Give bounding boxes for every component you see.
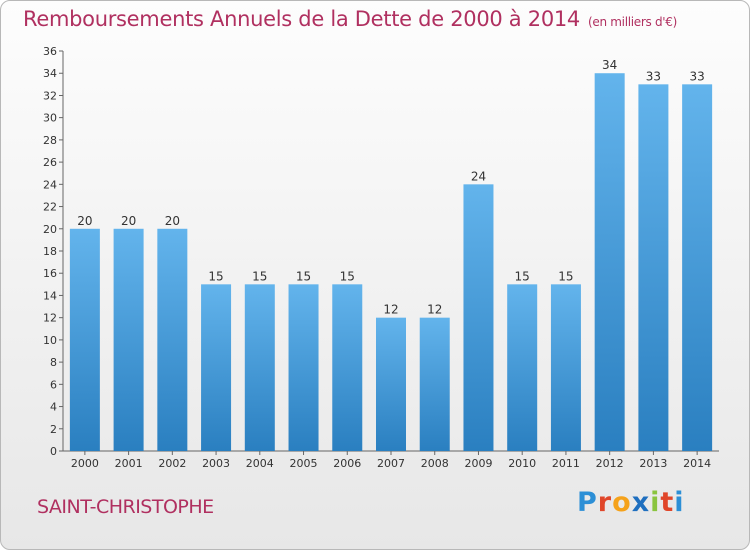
- chart-subtitle: (en milliers d'€): [588, 15, 678, 29]
- x-tick-label: 2013: [639, 457, 667, 470]
- data-label-2001: 20: [121, 214, 136, 228]
- chart-title: Remboursements Annuels de la Dette de 20…: [23, 7, 580, 31]
- x-tick-label: 2005: [290, 457, 318, 470]
- bar-2013: [638, 84, 669, 451]
- bar-2001: [113, 228, 144, 451]
- x-tick-label: 2012: [596, 457, 624, 470]
- bar-2012: [594, 73, 625, 451]
- data-label-2013: 33: [646, 69, 661, 83]
- logo-letter: i: [650, 487, 661, 518]
- bar-2014: [682, 84, 713, 451]
- logo-letter: t: [660, 487, 675, 518]
- bar-2007: [376, 317, 406, 451]
- y-tick-label: 24: [43, 178, 57, 191]
- x-tick-label: 2010: [508, 457, 536, 470]
- bar-2005: [288, 284, 319, 451]
- x-tick-label: 2014: [683, 457, 711, 470]
- x-tick-label: 2007: [377, 457, 405, 470]
- y-tick-label: 26: [43, 156, 57, 169]
- y-tick-label: 32: [43, 89, 57, 102]
- chart-title-block: Remboursements Annuels de la Dette de 20…: [23, 7, 677, 31]
- y-tick-label: 6: [50, 378, 57, 391]
- bar-2000: [69, 228, 100, 451]
- data-label-2009: 24: [471, 169, 486, 183]
- x-tick-label: 2004: [246, 457, 274, 470]
- logo-letter: o: [612, 487, 632, 518]
- data-label-2005: 15: [296, 269, 311, 283]
- x-tick-label: 2006: [333, 457, 361, 470]
- bar-2008: [419, 317, 450, 451]
- proxiti-logo: Proxiti: [577, 487, 685, 518]
- data-label-2011: 15: [558, 269, 573, 283]
- data-label-2008: 12: [427, 303, 442, 317]
- bar-2011: [550, 284, 581, 451]
- data-label-2012: 34: [602, 58, 617, 72]
- y-tick-label: 36: [43, 45, 57, 58]
- y-tick-label: 14: [43, 289, 57, 302]
- x-tick-label: 2011: [552, 457, 580, 470]
- y-tick-label: 12: [43, 312, 57, 325]
- data-label-2000: 20: [77, 214, 92, 228]
- bar-2003: [201, 284, 232, 451]
- logo-letter: P: [577, 487, 598, 518]
- x-tick-label: 2003: [202, 457, 230, 470]
- y-tick-label: 16: [43, 267, 57, 280]
- place-name: SAINT-CHRISTOPHE: [37, 496, 214, 518]
- x-tick-label: 2000: [71, 457, 99, 470]
- y-tick-label: 0: [50, 445, 57, 458]
- x-tick-label: 2009: [464, 457, 492, 470]
- data-label-2002: 20: [165, 214, 180, 228]
- y-tick-label: 10: [43, 334, 57, 347]
- data-label-2014: 33: [689, 69, 704, 83]
- data-label-2003: 15: [208, 269, 223, 283]
- y-tick-label: 4: [50, 401, 57, 414]
- y-tick-label: 22: [43, 201, 57, 214]
- y-tick-label: 20: [43, 223, 57, 236]
- bar-2002: [157, 228, 188, 451]
- x-tick-label: 2002: [158, 457, 186, 470]
- y-tick-label: 8: [50, 356, 57, 369]
- chart-data-labels: 20 20 20 15 15 15 15 12 12 24 15 15 34 33 33: [77, 58, 705, 316]
- data-label-2006: 15: [340, 269, 355, 283]
- x-tick-label: 2001: [115, 457, 143, 470]
- y-tick-label: 28: [43, 134, 57, 147]
- data-label-2007: 12: [383, 303, 398, 317]
- y-tick-label: 34: [43, 67, 57, 80]
- logo-letter: i: [674, 487, 685, 518]
- bar-2009: [463, 184, 494, 452]
- data-label-2010: 15: [515, 269, 530, 283]
- x-tick-label: 2008: [421, 457, 449, 470]
- data-label-2004: 15: [252, 269, 267, 283]
- y-tick-label: 18: [43, 245, 57, 258]
- bar-2010: [507, 284, 538, 451]
- y-tick-label: 30: [43, 112, 57, 125]
- chart-bars: [69, 73, 713, 452]
- bar-2004: [244, 284, 275, 451]
- y-tick-label: 2: [50, 423, 57, 436]
- logo-letter: x: [631, 487, 651, 518]
- bar-2006: [332, 284, 363, 451]
- logo-letter: r: [597, 487, 613, 518]
